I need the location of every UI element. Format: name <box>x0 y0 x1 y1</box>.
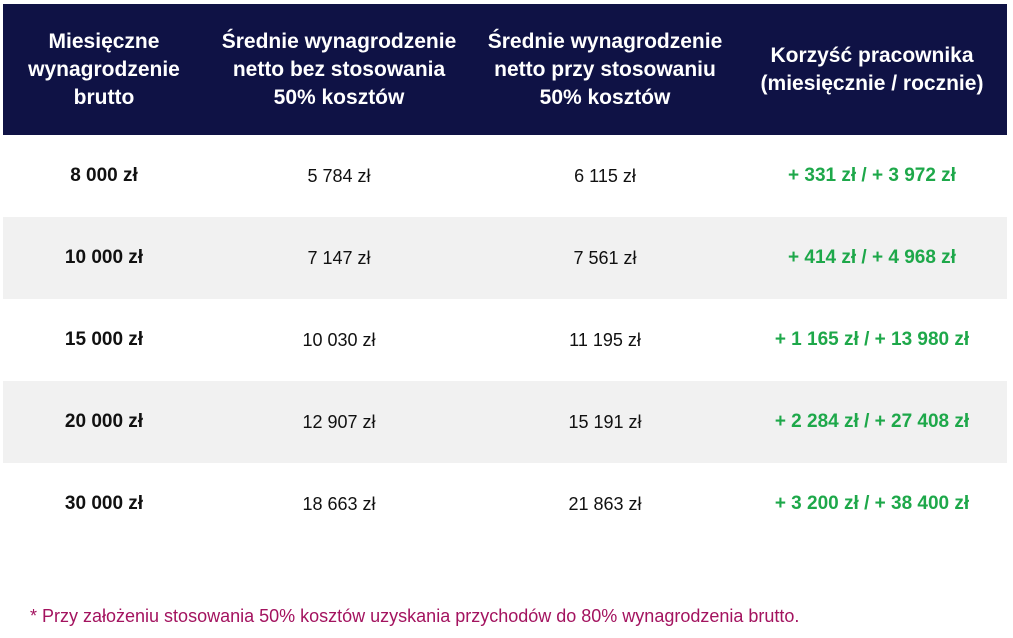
net-with-costs-cell: 11 195 zł <box>569 329 641 350</box>
table-header: Miesięczne wynagrodzenie brutto Średnie … <box>3 4 1007 135</box>
header-net-without-costs: Średnie wynagrodzenie netto bez stosowan… <box>221 29 457 109</box>
table-row: 15 000 zł 10 030 zł 11 195 zł + 1 165 zł… <box>3 299 1007 381</box>
benefit-cell: + 3 200 zł / + 38 400 zł <box>774 493 970 514</box>
gross-salary-cell: 15 000 zł <box>64 329 144 350</box>
net-with-costs-cell: 21 863 zł <box>568 493 642 514</box>
benefit-cell: + 331 zł / + 3 972 zł <box>788 165 956 186</box>
header-gross-salary: Miesięczne wynagrodzenie brutto <box>28 29 180 109</box>
net-without-costs-cell: 5 784 zł <box>307 165 371 186</box>
net-with-costs-cell: 7 561 zł <box>573 247 637 268</box>
net-without-costs-cell: 18 663 zł <box>302 493 376 514</box>
net-without-costs-cell: 7 147 zł <box>307 247 371 268</box>
salary-comparison-table: Miesięczne wynagrodzenie brutto Średnie … <box>3 4 1007 545</box>
benefit-cell: + 1 165 zł / + 13 980 zł <box>774 329 970 350</box>
gross-salary-cell: 20 000 zł <box>64 411 144 432</box>
gross-salary-cell: 10 000 zł <box>64 247 144 268</box>
net-without-costs-cell: 10 030 zł <box>302 329 376 350</box>
table-row: 8 000 zł 5 784 zł 6 115 zł + 331 zł / + … <box>3 135 1007 217</box>
table-row: 30 000 zł 18 663 zł 21 863 zł + 3 200 zł… <box>3 463 1007 545</box>
footnote: * Przy założeniu stosowania 50% kosztów … <box>30 606 800 626</box>
header-net-with-costs: Średnie wynagrodzenie netto przy stosowa… <box>487 29 723 109</box>
header-employee-benefit: Korzyść pracownika (miesięcznie / roczni… <box>760 43 984 95</box>
table-row: 20 000 zł 12 907 zł 15 191 zł + 2 284 zł… <box>3 381 1007 463</box>
table-row: 10 000 zł 7 147 zł 7 561 zł + 414 zł / +… <box>3 217 1007 299</box>
gross-salary-cell: 8 000 zł <box>70 165 138 186</box>
net-with-costs-cell: 15 191 zł <box>568 411 642 432</box>
net-without-costs-cell: 12 907 zł <box>302 411 376 432</box>
net-with-costs-cell: 6 115 zł <box>574 165 636 186</box>
benefit-cell: + 2 284 zł / + 27 408 zł <box>774 411 970 432</box>
benefit-cell: + 414 zł / + 4 968 zł <box>788 247 956 268</box>
gross-salary-cell: 30 000 zł <box>64 493 144 514</box>
